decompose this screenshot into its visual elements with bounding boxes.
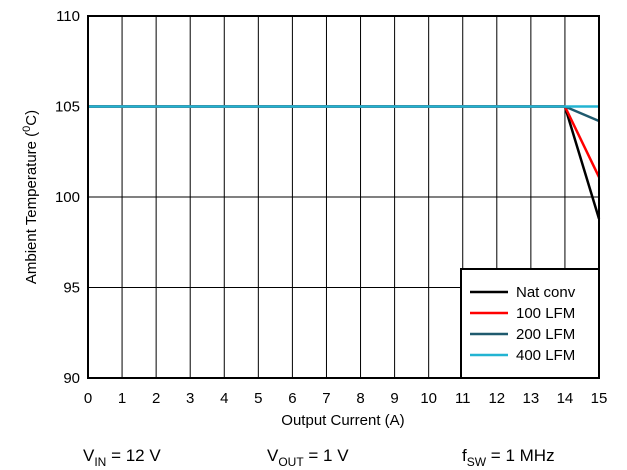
x-tick-label: 11 [455,390,471,407]
x-tick-label: 5 [254,390,262,407]
footer-vin: VIN = 12 V [83,446,161,469]
x-tick-label: 7 [322,390,330,407]
y-tick-labels: 90 95 100 105 110 [55,8,80,387]
y-tick-label: 110 [56,8,80,25]
x-axis-label: Output Current (A) [281,412,404,429]
legend-label: 100 LFM [516,305,575,322]
series-line-nat-conv [88,105,601,220]
series-line-100-lfm [88,105,601,178]
legend-label: 400 LFM [516,347,575,364]
x-tick-label: 15 [591,390,608,407]
y-tick-label: 95 [63,280,80,297]
legend: Nat conv 100 LFM 200 LFM 400 LFM [460,268,600,379]
y-axis-label-superscript: 0 [21,126,33,132]
y-tick-label: 105 [55,99,80,116]
footer-conditions: VIN = 12 V VOUT = 1 V fSW = 1 MHz [83,446,555,469]
y-tick-label: 90 [63,370,80,387]
x-tick-label: 1 [118,390,126,407]
legend-box [460,268,600,379]
x-tick-label: 14 [557,390,574,407]
footer-vout: VOUT = 1 V [267,446,349,469]
y-axis-label-main: Ambient Temperature ( [23,132,40,284]
x-tick-label: 6 [288,390,296,407]
x-tick-label: 2 [152,390,160,407]
legend-items: Nat conv 100 LFM 200 LFM 400 LFM [470,284,576,364]
x-tick-label: 0 [84,390,92,407]
x-tick-label: 13 [523,390,540,407]
y-axis-label-end: C) [23,110,40,126]
x-tick-labels: 0 1 2 3 4 5 6 7 8 9 10 11 12 13 14 15 [84,390,608,407]
x-tick-label: 10 [420,390,437,407]
footer-fsw: fSW = 1 MHz [462,446,555,469]
series-layer [88,105,601,220]
legend-label: Nat conv [516,284,576,301]
plot-frame [87,15,600,379]
x-tick-label: 4 [220,390,228,407]
x-tick-label: 12 [488,390,505,407]
x-tick-label: 9 [390,390,398,407]
y-axis-label: Ambient Temperature (0C) [21,110,40,284]
x-tick-label: 3 [186,390,194,407]
series-line-200-lfm [88,105,600,123]
legend-label: 200 LFM [516,326,575,343]
x-tick-label: 8 [356,390,364,407]
y-tick-label: 100 [55,189,80,206]
